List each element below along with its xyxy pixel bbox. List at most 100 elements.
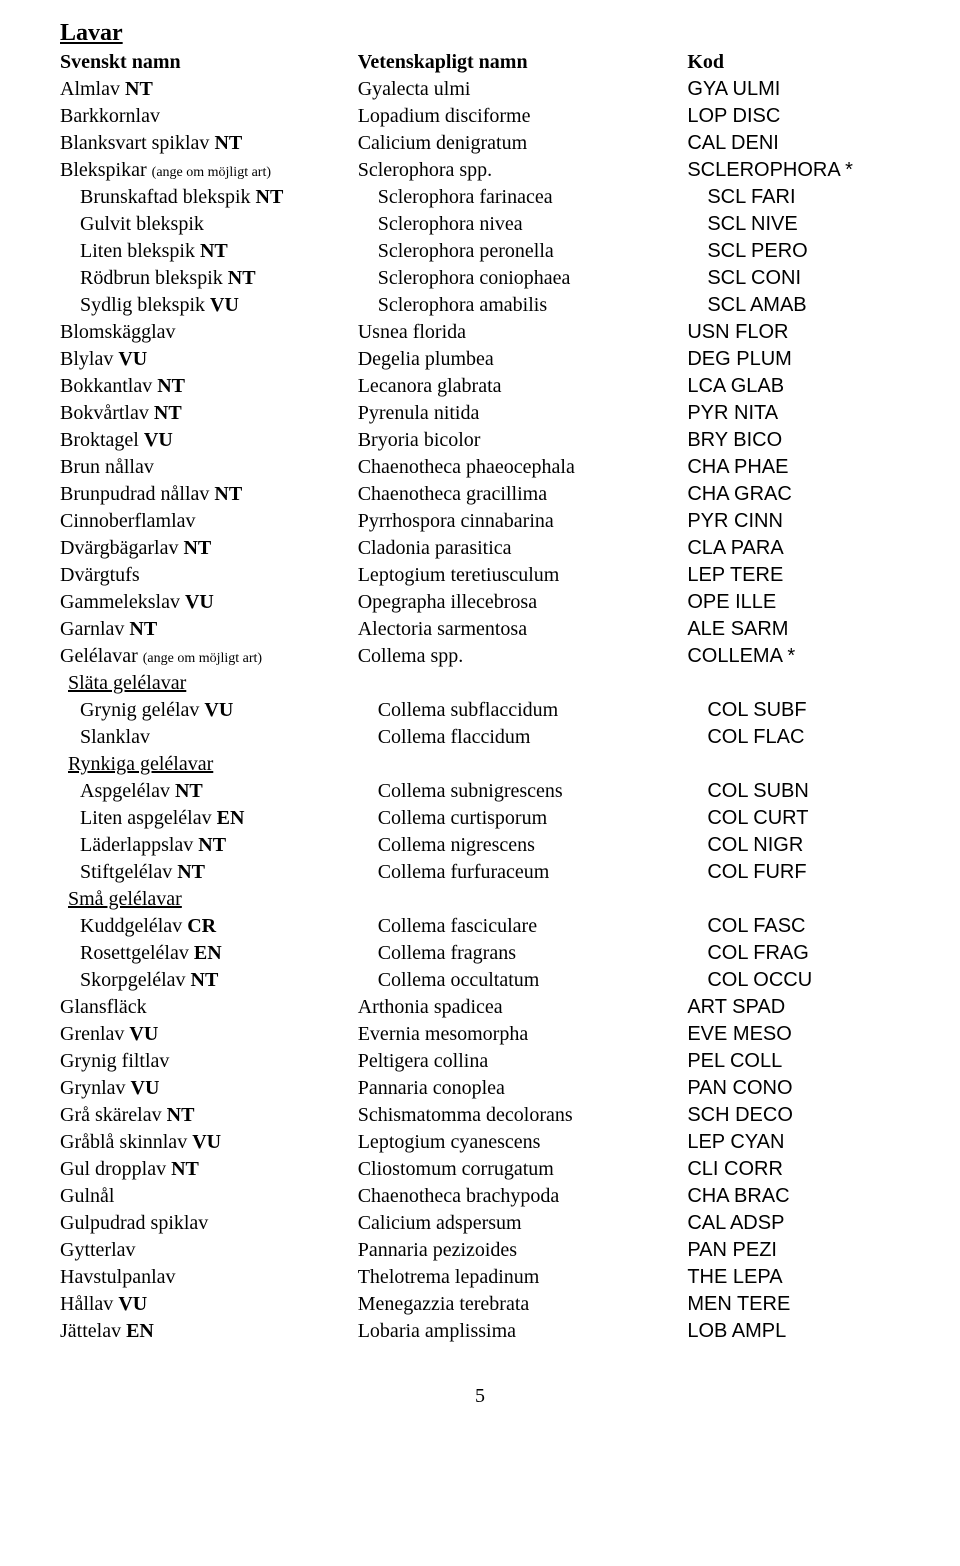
table-row: Sydlig blekspik VUSclerophora amabilisSC… (60, 292, 900, 319)
table-row: Liten aspgelélav ENCollema curtisporumCO… (60, 805, 900, 832)
header-scientific: Vetenskapligt namn (358, 49, 688, 76)
swedish-name: Glansfläck (60, 994, 358, 1021)
scientific-name: Cladonia parasitica (358, 535, 688, 562)
swedish-name: Rödbrun blekspik NT (60, 265, 358, 292)
table-row: Gulpudrad spiklavCalicium adspersumCAL A… (60, 1210, 900, 1237)
swedish-name-text: Barkkornlav (60, 105, 160, 127)
table-row: Grynig filtlavPeltigera collinaPEL COLL (60, 1048, 900, 1075)
scientific-name: Usnea florida (358, 319, 688, 346)
swedish-name: Gulpudrad spiklav (60, 1210, 358, 1237)
swedish-name: Cinnoberflamlav (60, 508, 358, 535)
swedish-name-text: Gulnål (60, 1185, 114, 1207)
code: LOB AMPL (687, 1318, 900, 1345)
swedish-name: Dvärgbägarlav NT (60, 535, 358, 562)
table-header: Svenskt namn Vetenskapligt namn Kod (60, 49, 900, 76)
scientific-name: Thelotrema lepadinum (358, 1264, 688, 1291)
scientific-name: Sclerophora peronella (358, 238, 688, 265)
status-code: VU (210, 294, 239, 316)
table-row: Brun nållavChaenotheca phaeocephalaCHA P… (60, 454, 900, 481)
table-row: CinnoberflamlavPyrrhospora cinnabarinaPY… (60, 508, 900, 535)
scientific-name: Collema furfuraceum (358, 859, 688, 886)
scientific-name: Collema flaccidum (358, 724, 688, 751)
code: COL NIGR (687, 832, 900, 859)
swedish-name: Gul dropplav NT (60, 1156, 358, 1183)
swedish-name-text: Bokkantlav (60, 375, 157, 397)
table-row: Små gelélavar (60, 886, 900, 913)
scientific-name: Pyrenula nitida (358, 400, 688, 427)
swedish-name: Barkkornlav (60, 103, 358, 130)
scientific-name: Collema fragrans (358, 940, 688, 967)
scientific-name: Collema spp. (358, 643, 688, 670)
scientific-name (358, 751, 688, 778)
swedish-name: Gelélavar (ange om möjligt art) (60, 643, 358, 670)
swedish-name: Rosettgelélav EN (60, 940, 358, 967)
code: EVE MESO (687, 1021, 900, 1048)
swedish-name: Grå skärelav NT (60, 1102, 358, 1129)
table-row: Rödbrun blekspik NTSclerophora coniophae… (60, 265, 900, 292)
table-row: Blekspikar (ange om möjligt art)Scleroph… (60, 157, 900, 184)
swedish-name: Blanksvart spiklav NT (60, 130, 358, 157)
code: CLI CORR (687, 1156, 900, 1183)
table-row: Grå skärelav NTSchismatomma decoloransSC… (60, 1102, 900, 1129)
code: BRY BICO (687, 427, 900, 454)
swedish-name-note: (ange om möjligt art) (152, 165, 271, 180)
code: PYR NITA (687, 400, 900, 427)
swedish-name: Grynig gelélav VU (60, 697, 358, 724)
swedish-name-text: Grynig gelélav (80, 699, 204, 721)
status-code: VU (192, 1131, 221, 1153)
status-code: NT (191, 969, 219, 991)
swedish-name-text: Garnlav (60, 618, 129, 640)
table-row: BarkkornlavLopadium disciformeLOP DISC (60, 103, 900, 130)
swedish-name: Garnlav NT (60, 616, 358, 643)
status-code: EN (217, 807, 245, 829)
swedish-name-text: Blanksvart spiklav (60, 132, 214, 154)
swedish-name: Grynig filtlav (60, 1048, 358, 1075)
table-row: BlomskägglavUsnea floridaUSN FLOR (60, 319, 900, 346)
status-code: NT (129, 618, 157, 640)
swedish-name-text: Gråblå skinnlav (60, 1131, 192, 1153)
swedish-name-text: Gulvit blekspik (80, 213, 204, 235)
status-code: NT (200, 240, 228, 262)
swedish-name-text: Gelélavar (60, 645, 143, 667)
table-row: Dvärgbägarlav NTCladonia parasiticaCLA P… (60, 535, 900, 562)
code: SCL AMAB (687, 292, 900, 319)
status-code: VU (129, 1023, 158, 1045)
scientific-name: Lopadium disciforme (358, 103, 688, 130)
code (687, 670, 900, 697)
scientific-name: Calicium adspersum (358, 1210, 688, 1237)
code: PAN PEZI (687, 1237, 900, 1264)
scientific-name: Bryoria bicolor (358, 427, 688, 454)
code: ALE SARM (687, 616, 900, 643)
scientific-name: Menegazzia terebrata (358, 1291, 688, 1318)
swedish-name: Små gelélavar (60, 886, 358, 913)
swedish-name-text: Grynig filtlav (60, 1050, 169, 1072)
swedish-name-text: Stiftgelélav (80, 861, 177, 883)
code: CAL ADSP (687, 1210, 900, 1237)
table-row: Rosettgelélav ENCollema fragransCOL FRAG (60, 940, 900, 967)
scientific-name: Chaenotheca phaeocephala (358, 454, 688, 481)
table-row: Brunpudrad nållav NTChaenotheca gracilli… (60, 481, 900, 508)
table-row: Grenlav VUEvernia mesomorphaEVE MESO (60, 1021, 900, 1048)
code (687, 751, 900, 778)
swedish-name-text: Liten aspgelélav (80, 807, 217, 829)
status-code: NT (167, 1104, 195, 1126)
swedish-name: Hållav VU (60, 1291, 358, 1318)
code: LEP TERE (687, 562, 900, 589)
table-row: Grynig gelélav VUCollema subflaccidumCOL… (60, 697, 900, 724)
code: GYA ULMI (687, 76, 900, 103)
scientific-name: Collema subnigrescens (358, 778, 688, 805)
swedish-name: Gammelekslav VU (60, 589, 358, 616)
code: OPE ILLE (687, 589, 900, 616)
code: COL OCCU (687, 967, 900, 994)
page-number: 5 (60, 1385, 900, 1408)
table-row: Brunskaftad blekspik NTSclerophora farin… (60, 184, 900, 211)
code: SCL CONI (687, 265, 900, 292)
swedish-name: Jättelav EN (60, 1318, 358, 1345)
code: SCL FARI (687, 184, 900, 211)
table-row: Bokkantlav NTLecanora glabrataLCA GLAB (60, 373, 900, 400)
swedish-name-text: Broktagel (60, 429, 144, 451)
code: CLA PARA (687, 535, 900, 562)
scientific-name: Sclerophora coniophaea (358, 265, 688, 292)
swedish-name-text: Rödbrun blekspik (80, 267, 228, 289)
table-row: Stiftgelélav NTCollema furfuraceumCOL FU… (60, 859, 900, 886)
